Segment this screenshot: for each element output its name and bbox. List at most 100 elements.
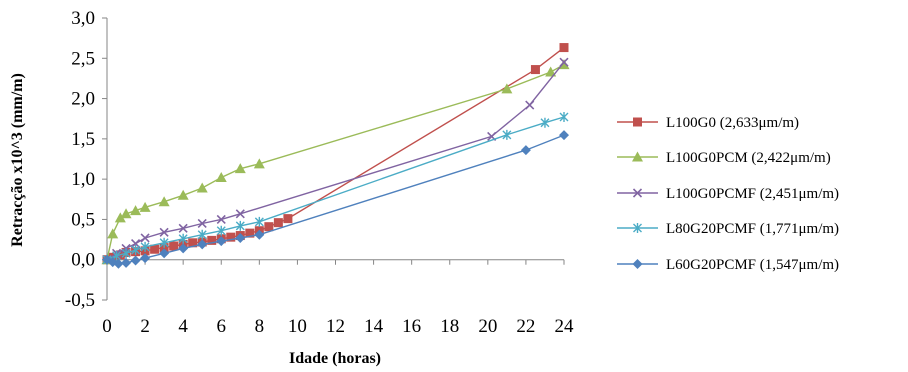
data-point [235, 220, 245, 231]
data-point [216, 225, 226, 236]
data-point [178, 223, 188, 233]
data-point [545, 66, 557, 77]
data-point [215, 172, 227, 183]
data-point [130, 205, 142, 216]
chart-series [101, 43, 570, 269]
data-point [264, 222, 274, 232]
data-point [113, 258, 124, 269]
legend-label: L80G20PCMF (1,771μm/m) [666, 221, 839, 237]
data-point [235, 209, 245, 219]
data-point [502, 129, 512, 140]
data-point [188, 238, 198, 248]
data-point [130, 239, 141, 249]
legend-label: L100G0PCMF (2,451μm/m) [666, 186, 839, 202]
y-tick-label: 3,0 [71, 8, 95, 29]
data-point [559, 57, 569, 67]
data-point [254, 216, 264, 227]
y-tick-label: 0,0 [71, 250, 95, 271]
data-point [197, 229, 207, 240]
chart-axes [102, 17, 565, 301]
data-point [158, 196, 170, 207]
data-point [140, 233, 150, 243]
data-point [150, 244, 160, 254]
data-point [207, 235, 217, 245]
data-point [559, 112, 569, 123]
series-2 [101, 59, 570, 265]
data-point [139, 201, 151, 212]
data-point [196, 182, 208, 193]
data-point [226, 232, 236, 242]
legend-item: L60G20PCMF (1,547μm/m) [617, 257, 839, 273]
data-point [169, 241, 179, 251]
y-tick-label: 2,5 [71, 48, 95, 69]
x-tick-label: 18 [440, 316, 459, 337]
y-tick-label: 1,0 [71, 169, 95, 190]
data-point [130, 255, 141, 266]
data-point [197, 218, 207, 229]
y-tick-label: 0,5 [71, 209, 95, 230]
legend-label: L100G0PCM (2,422μm/m) [666, 150, 831, 166]
legend-marker [633, 117, 642, 127]
data-point [283, 214, 293, 224]
x-tick-labels: 0 2 4 6 8 10 12 14 16 18 20 22 24 [102, 316, 574, 337]
data-point [197, 239, 208, 250]
data-point [235, 232, 246, 243]
data-point [559, 43, 569, 53]
legend-marker [633, 223, 642, 233]
series-line [106, 116, 565, 261]
y-axis-title: Retracção x10^3 (mm/m) [9, 73, 26, 247]
legend-item: L100G0 (2,633μm/m) [617, 115, 799, 131]
data-point [253, 158, 265, 169]
legend-label: L100G0 (2,633μm/m) [666, 115, 799, 131]
x-tick-label: 14 [364, 316, 384, 337]
series-line [106, 47, 565, 261]
legend-marker [632, 188, 643, 198]
x-tick-label: 6 [217, 316, 227, 337]
data-point [525, 100, 535, 110]
x-tick-label: 20 [478, 316, 497, 337]
data-point [520, 145, 531, 156]
y-tick-label: -0,5 [65, 290, 95, 311]
data-point [159, 248, 170, 259]
data-point [140, 253, 151, 264]
data-point [245, 228, 255, 238]
data-point [559, 130, 569, 141]
chart-legend: L100G0 (2,633μm/m) L100G0PCM (2,422μm/m) L… [617, 115, 839, 273]
data-point [120, 208, 132, 219]
data-point [501, 83, 513, 94]
x-tick-label: 22 [516, 316, 535, 337]
x-tick-label: 10 [288, 316, 307, 337]
data-point [131, 245, 141, 256]
y-tick-label: 1,5 [71, 129, 95, 150]
data-point [107, 228, 119, 239]
x-tick-label: 0 [102, 316, 112, 337]
data-point [216, 214, 226, 224]
legend-item: L100G0PCM (2,422μm/m) [617, 150, 831, 166]
data-point [159, 227, 169, 237]
data-point [121, 248, 131, 259]
legend-label: L60G20PCMF (1,547μm/m) [666, 257, 839, 273]
data-point [530, 65, 540, 75]
x-tick-label: 16 [402, 316, 421, 337]
data-point [177, 189, 189, 200]
data-point [216, 236, 227, 247]
x-tick-label: 4 [178, 316, 188, 337]
x-tick-label: 24 [555, 316, 575, 337]
series-3 [102, 57, 569, 265]
legend-item: L80G20PCMF (1,771μm/m) [617, 221, 839, 237]
data-point [234, 163, 246, 174]
x-tick-label: 12 [326, 316, 345, 337]
data-point [140, 241, 150, 252]
series-5 [102, 130, 569, 269]
data-point [273, 218, 283, 228]
data-point [254, 229, 265, 240]
data-point [178, 243, 189, 254]
x-tick-label: 8 [255, 316, 265, 337]
legend-marker [632, 259, 643, 269]
x-axis-title: Idade (horas) [289, 350, 381, 367]
data-point [178, 233, 188, 244]
y-tick-label: 2,0 [71, 89, 95, 110]
data-point [540, 117, 550, 128]
data-point [121, 257, 132, 268]
